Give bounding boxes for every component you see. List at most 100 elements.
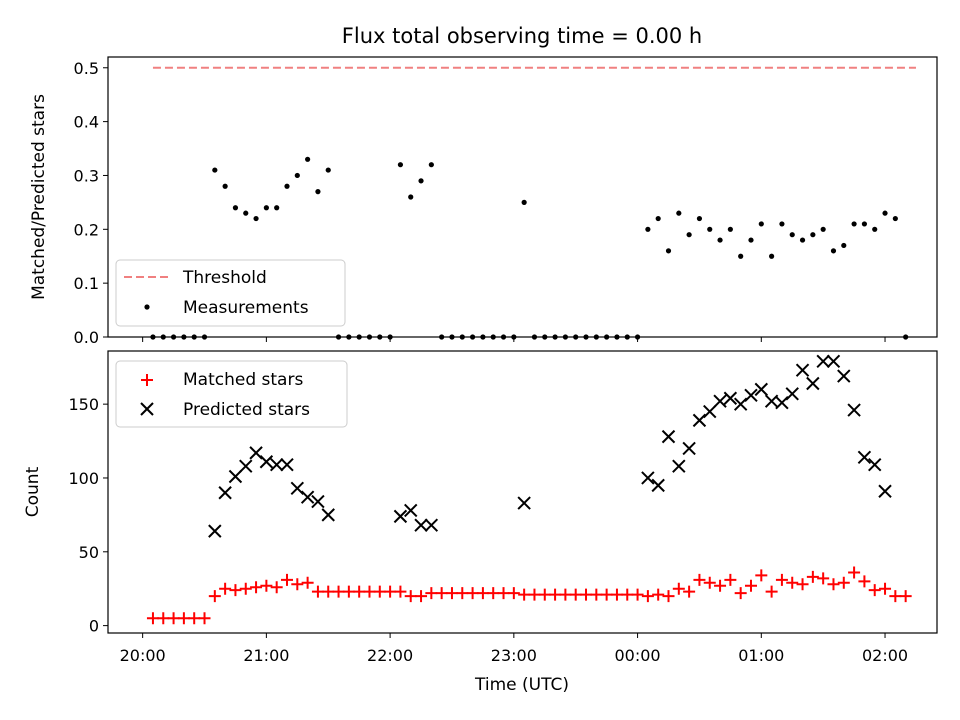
top-legend-box — [115, 259, 346, 327]
matched-stars-point — [610, 588, 623, 601]
matched-stars-point — [157, 612, 170, 625]
x-tick-label: 22:00 — [367, 646, 413, 665]
matched-stars-point — [538, 588, 551, 601]
predicted-stars-point — [868, 457, 882, 472]
matched-stars-point — [590, 588, 603, 601]
matched-stars-point — [353, 585, 366, 598]
matched-stars-point — [239, 582, 252, 595]
measurement-point — [738, 253, 744, 259]
measurement-point — [408, 194, 414, 200]
matched-stars-point — [600, 588, 613, 601]
measurement-point — [274, 205, 280, 211]
predicted-stars-point — [703, 404, 717, 419]
predicted-stars-point — [661, 429, 676, 444]
matched-stars-point — [177, 612, 190, 625]
matched-stars-point — [703, 576, 716, 589]
bottom-legend: Matched stars Predicted stars — [115, 360, 348, 428]
top-panel: Flux total observing time = 0.00 h 0.00.… — [29, 24, 938, 347]
top-legend: Threshold Measurements — [115, 259, 346, 327]
matched-stars-point — [394, 585, 407, 598]
predicted-stars-point — [754, 382, 769, 397]
measurement-point — [284, 183, 290, 189]
matched-stars-point — [549, 588, 562, 601]
matched-stars-point — [188, 612, 201, 625]
matched-stars-point — [858, 575, 871, 588]
predicted-stars-point — [723, 391, 738, 405]
matched-stars-point — [806, 570, 819, 583]
predicted-stars-point — [837, 369, 851, 383]
matched-stars-point — [837, 576, 850, 589]
matched-stars-point — [724, 573, 737, 586]
measurement-point — [222, 183, 228, 189]
measurement-point — [820, 226, 826, 232]
predicted-stars-point — [641, 471, 655, 485]
matched-stars-point — [714, 579, 727, 592]
matched-stars-point — [322, 585, 335, 598]
predicted-stars-point — [424, 518, 439, 532]
matched-stars-point — [476, 587, 489, 600]
matched-stars-point — [580, 588, 593, 601]
matched-stars-point — [775, 573, 788, 586]
matched-stars-point — [827, 578, 840, 591]
matched-stars-point — [693, 573, 706, 586]
top-y-tick-label: 0.5 — [74, 59, 99, 78]
predicted-stars-point — [228, 469, 243, 484]
matched-stars-point — [786, 576, 799, 589]
top-y-ticks: 0.0 0.1 0.2 0.3 0.4 0.5 — [74, 59, 108, 347]
measurement-point — [418, 178, 424, 184]
measurement-point — [810, 232, 816, 238]
measurement-point — [253, 215, 259, 222]
measurement-point — [645, 226, 651, 232]
measurement-point — [428, 162, 434, 168]
measurement-point — [851, 221, 857, 227]
predicted-stars-point — [816, 354, 830, 369]
matched-stars-point — [631, 588, 644, 601]
measurement-point — [779, 221, 785, 227]
predicted-stars-point — [259, 455, 274, 469]
matched-stars-point — [662, 590, 675, 603]
predicted-stars-point — [280, 457, 294, 472]
matched-stars-point — [425, 587, 438, 600]
matched-stars-point — [198, 612, 211, 625]
matched-stars-point — [899, 590, 912, 603]
measurement-point — [305, 156, 311, 162]
predicted-stars-point — [414, 518, 428, 532]
predicted-stars-point — [208, 524, 222, 538]
top-y-tick-label: 0.3 — [74, 166, 99, 185]
matched-stars-point — [167, 612, 180, 625]
matched-stars-point — [260, 579, 273, 592]
top-y-tick-label: 0.0 — [74, 328, 99, 347]
top-x-ticks — [142, 337, 886, 342]
matched-stars-point — [734, 587, 747, 600]
x-axis-label: Time (UTC) — [474, 675, 569, 695]
matched-stars-point — [270, 581, 283, 594]
measurement-point — [665, 248, 672, 254]
measurement-point — [769, 253, 775, 259]
predicted-stars-point — [249, 446, 263, 460]
top-axes-frame — [107, 56, 938, 338]
x-tick-label: 00:00 — [615, 646, 661, 665]
measurement-point — [325, 167, 331, 173]
measurement-point — [696, 215, 703, 222]
matched-stars-point — [280, 573, 293, 586]
matched-stars-point — [415, 590, 428, 603]
measurement-point — [841, 242, 847, 249]
predicted-stars-point — [795, 363, 810, 377]
measurement-point — [727, 226, 733, 232]
chart-title: Flux total observing time = 0.00 h — [342, 24, 702, 48]
measurement-point — [882, 210, 888, 216]
bottom-y-tick-label: 100 — [68, 469, 99, 488]
predicted-stars-point — [847, 403, 861, 417]
legend-measurements-label: Measurements — [183, 298, 309, 318]
matched-stars-point — [250, 581, 263, 594]
measurement-point — [263, 205, 269, 211]
matched-stars-point — [311, 585, 324, 598]
x-tick-label: 02:00 — [862, 646, 908, 665]
x-tick-label: 23:00 — [491, 646, 537, 665]
matched-stars-point — [889, 590, 902, 603]
legend-threshold-label: Threshold — [182, 268, 267, 288]
x-tick-label: 20:00 — [120, 646, 166, 665]
measurement-point — [397, 162, 404, 168]
matched-stars-point — [652, 588, 665, 601]
